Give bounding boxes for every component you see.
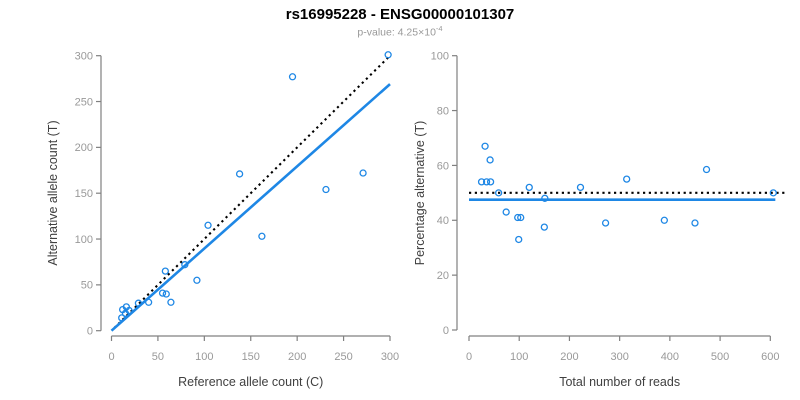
data-point <box>691 219 699 227</box>
data-point <box>623 175 631 183</box>
data-point <box>161 267 169 275</box>
data-point <box>359 169 367 177</box>
percentage-alternative-plot: 0 20 40 60 80 100 0 100 200 300 400 500 600 Total num… <box>413 51 788 389</box>
data-point <box>514 213 522 222</box>
data-point <box>204 221 212 229</box>
p-value-exponent: -4 <box>435 24 443 33</box>
y-tick-label: 0 <box>87 326 93 338</box>
data-point <box>486 156 494 164</box>
y-axis-title: Alternative allele count (T) <box>46 120 60 265</box>
data-point <box>481 142 489 150</box>
y-tick-label: 250 <box>75 96 93 108</box>
data-point <box>486 178 495 186</box>
data-point <box>502 208 510 216</box>
data-point <box>144 298 153 306</box>
x-tick-label: 0 <box>466 351 472 363</box>
x-axis-title: Total number of reads <box>559 375 680 389</box>
x-tick-label: 100 <box>510 351 528 363</box>
x-tick-label: 400 <box>661 351 679 363</box>
identity-line <box>113 54 391 329</box>
data-point <box>525 183 533 192</box>
x-tick-label: 600 <box>761 351 779 363</box>
data-point <box>540 223 548 231</box>
data-point <box>181 261 189 269</box>
x-tick-label: 100 <box>195 351 213 363</box>
fit-line <box>110 83 391 332</box>
data-point <box>769 189 777 197</box>
data-point <box>515 235 523 244</box>
y-tick-label: 0 <box>443 325 449 337</box>
y-tick-label: 50 <box>81 280 93 292</box>
data-point <box>322 185 330 194</box>
data-point <box>167 298 175 306</box>
y-tick-label: 200 <box>75 142 93 154</box>
x-tick-label: 500 <box>711 351 729 363</box>
p-value-label: p-value: 4.25×10 <box>357 26 436 39</box>
y-tick-label: 100 <box>431 51 449 63</box>
allele-counts-plot: 0 50 100 150 200 250 300 0 50 100 150 200 250 300 Refe… <box>46 51 399 389</box>
x-tick-label: 0 <box>108 351 114 363</box>
y-axis-title: Percentage alternative (T) <box>413 121 427 266</box>
data-point <box>517 213 525 222</box>
x-axis-title: Reference allele count (C) <box>178 375 323 389</box>
y-tick-label: 150 <box>75 188 93 200</box>
data-point <box>601 219 610 227</box>
data-point <box>193 276 201 284</box>
y-tick-label: 100 <box>75 234 93 246</box>
data-point <box>235 170 244 178</box>
y-tick-label: 20 <box>437 270 449 282</box>
x-tick-label: 300 <box>381 351 399 363</box>
data-point <box>125 306 133 315</box>
data-point <box>494 189 503 197</box>
data-point <box>660 216 668 224</box>
data-point <box>477 178 486 186</box>
y-tick-label: 60 <box>437 160 449 172</box>
x-tick-label: 200 <box>288 351 306 363</box>
data-point <box>118 314 126 322</box>
data-point <box>541 194 549 202</box>
x-tick-label: 50 <box>152 351 164 363</box>
chart-title: rs16995228 - ENSG00000101307 <box>285 6 515 23</box>
data-point <box>258 232 266 240</box>
data-point <box>482 178 491 186</box>
data-point <box>162 290 170 298</box>
x-tick-label: 150 <box>242 351 260 363</box>
data-point <box>702 165 711 174</box>
x-tick-label: 300 <box>610 351 628 363</box>
data-point <box>576 183 585 192</box>
y-tick-label: 80 <box>437 105 449 117</box>
data-point <box>288 73 297 81</box>
chart-subtitle: p-value: 4.25×10-4 <box>0 24 800 39</box>
data-point <box>384 51 392 59</box>
data-point <box>134 299 143 307</box>
x-tick-label: 250 <box>334 351 352 363</box>
y-tick-label: 40 <box>437 215 449 227</box>
y-tick-label: 300 <box>75 51 93 63</box>
x-tick-label: 200 <box>560 351 578 363</box>
data-point <box>158 289 167 297</box>
